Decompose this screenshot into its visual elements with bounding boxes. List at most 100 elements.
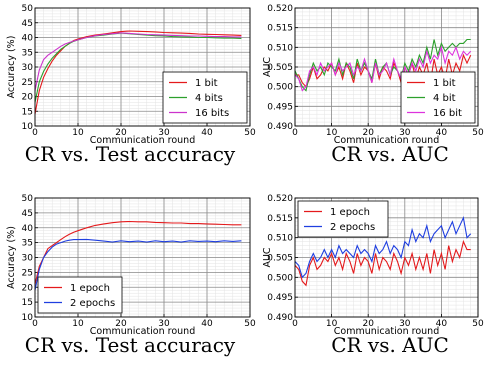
x-axis-label: Communication round <box>90 326 195 337</box>
legend-label: 1 bit <box>433 78 456 89</box>
y-tick-label: 0.515 <box>267 214 293 224</box>
legend-label: 1 epoch <box>330 207 370 218</box>
y-tick-label: 35 <box>22 48 33 58</box>
legend-label: 4 bit <box>433 93 456 104</box>
x-axis-label: Communication round <box>90 135 195 146</box>
figure-caption: CR vs. AUC <box>331 333 449 357</box>
legend-label: 16 bit <box>433 108 462 119</box>
y-tick-label: 15 <box>22 107 33 117</box>
legend: 1 epoch 2 epochs <box>297 200 389 238</box>
legend-label: 2 epochs <box>70 298 115 309</box>
chart-panel-4: 0 10 20 30 40 50 0.490 0.495 0.500 0.505 0.510 0.51… <box>262 194 484 357</box>
x-axis-label: Communication round <box>334 135 439 146</box>
x-tick-label: 20 <box>362 128 374 138</box>
x-tick-label: 0 <box>292 319 298 329</box>
figure-caption: CR vs. Test accuracy <box>25 333 236 357</box>
chart-panel-1: 0 10 20 30 40 50101520253035404550Communicati… <box>6 4 256 166</box>
y-tick-label: 0.510 <box>267 234 293 244</box>
x-tick-label: 20 <box>115 319 127 329</box>
legend: 1 epoch 2 epochs <box>37 276 123 314</box>
x-tick-label: 0 <box>292 128 298 138</box>
x-tick-label: 10 <box>72 319 84 329</box>
y-tick-label: 0.495 <box>267 102 293 112</box>
y-tick-label: 20 <box>22 283 34 293</box>
x-tick-label: 30 <box>158 319 170 329</box>
x-tick-label: 50 <box>472 128 484 138</box>
y-tick-label: 0.500 <box>267 83 293 93</box>
figure-caption: CR vs. Test accuracy <box>25 142 236 166</box>
y-tick-label: 30 <box>22 254 34 264</box>
legend-label: 16 bits <box>195 108 229 119</box>
x-tick-label: 50 <box>244 128 256 138</box>
y-tick-label: 10 <box>22 313 34 323</box>
legend-box <box>297 200 389 238</box>
x-tick-label: 0 <box>32 128 38 138</box>
x-tick-label: 30 <box>399 128 411 138</box>
y-tick-label: 50 <box>22 194 34 204</box>
series-line-3 <box>34 32 242 91</box>
x-tick-label: 40 <box>436 128 448 138</box>
x-tick-label: 50 <box>472 319 484 329</box>
legend: 1 bit 4 bit 16 bit <box>400 71 476 124</box>
x-tick-label: 0 <box>32 319 38 329</box>
x-tick-label: 20 <box>362 319 374 329</box>
y-tick-label: 0.495 <box>267 293 293 303</box>
series-line-1 <box>34 220 242 285</box>
plot-frame <box>34 7 251 127</box>
y-axis-label: AUC <box>262 57 273 77</box>
y-tick-label: 35 <box>22 239 33 249</box>
series-line-1 <box>294 239 471 287</box>
y-tick-label: 0.520 <box>267 194 293 204</box>
x-tick-label: 10 <box>326 319 338 329</box>
y-tick-label: 0.520 <box>267 4 293 14</box>
series-line-2 <box>294 38 471 92</box>
plot-frame <box>294 7 479 127</box>
y-axis-label: Accuracy (%) <box>6 36 17 99</box>
x-axis-label: Communication round <box>334 326 439 337</box>
y-tick-label: 0.505 <box>267 63 293 73</box>
legend: 1 bit 4 bits 16 bits <box>162 71 248 124</box>
y-tick-label: 40 <box>22 34 34 44</box>
plot-frame <box>34 197 251 318</box>
x-tick-label: 30 <box>158 128 170 138</box>
y-tick-label: 0.500 <box>267 273 293 283</box>
legend-box <box>37 276 123 314</box>
y-tick-label: 30 <box>22 63 34 73</box>
y-tick-label: 0.505 <box>267 254 293 264</box>
legend-label: 1 epoch <box>70 283 110 294</box>
chart-panel-2: 0 10 20 30 40 50 0.490 0.495 0.500 0.505 0.510 0.51… <box>262 4 484 166</box>
y-tick-label: 0.510 <box>267 43 293 53</box>
y-tick-label: 15 <box>22 298 33 308</box>
y-axis-label: AUC <box>262 247 273 267</box>
y-tick-label: 25 <box>22 78 33 88</box>
x-tick-label: 20 <box>115 128 127 138</box>
x-tick-label: 10 <box>326 128 338 138</box>
series-line-2 <box>34 238 242 291</box>
plot-frame <box>294 197 479 318</box>
y-tick-label: 40 <box>22 224 34 234</box>
series-line-3 <box>294 45 472 92</box>
y-tick-label: 25 <box>22 268 33 278</box>
series-line-1 <box>34 30 242 115</box>
x-tick-label: 50 <box>244 319 256 329</box>
y-tick-label: 0.515 <box>267 24 293 34</box>
x-tick-label: 40 <box>201 319 213 329</box>
x-tick-label: 10 <box>72 128 84 138</box>
legend-label: 1 bit <box>195 78 218 89</box>
figure-caption: CR vs. AUC <box>331 142 449 166</box>
x-tick-label: 40 <box>201 128 213 138</box>
y-tick-label: 45 <box>22 19 33 29</box>
chart-panel-3: 0 10 20 30 40 50101520253035404550Communicati… <box>6 194 256 357</box>
y-tick-label: 20 <box>22 93 34 103</box>
y-tick-label: 45 <box>22 209 33 219</box>
x-tick-label: 40 <box>436 319 448 329</box>
y-tick-label: 0.490 <box>267 313 293 323</box>
y-tick-label: 0.490 <box>267 122 293 132</box>
x-tick-label: 30 <box>399 319 411 329</box>
series-line-2 <box>294 215 472 279</box>
y-tick-label: 10 <box>22 122 34 132</box>
y-tick-label: 50 <box>22 4 34 14</box>
legend-label: 2 epochs <box>330 222 375 233</box>
legend-label: 4 bits <box>195 93 223 104</box>
